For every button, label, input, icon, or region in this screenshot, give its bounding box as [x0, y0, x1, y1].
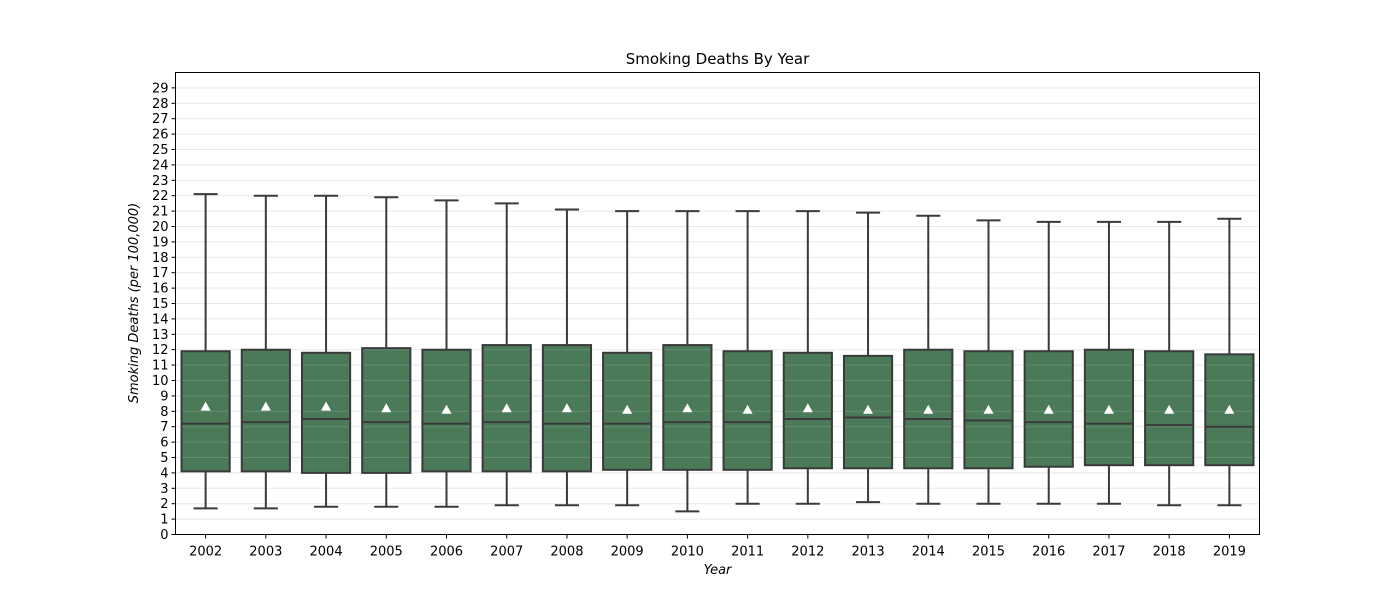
y-tick-label: 27	[152, 112, 169, 127]
y-tick-label: 11	[152, 359, 169, 374]
y-tick-label: 4	[160, 466, 168, 481]
y-tick-label: 10	[152, 374, 169, 389]
y-tick-label: 9	[160, 389, 168, 404]
y-tick-label: 23	[152, 174, 169, 189]
y-tick-label: 5	[160, 451, 168, 466]
iqr-box	[180, 350, 231, 473]
y-axis-label: Smoking Deaths (per 100,000)	[127, 203, 142, 403]
box-2004	[300, 194, 352, 508]
x-tick-label: 2013	[852, 545, 885, 560]
box-2011	[722, 210, 773, 505]
mean-marker	[1043, 404, 1054, 414]
y-tick-label: 18	[152, 251, 169, 266]
x-tick-label: 2014	[912, 545, 945, 560]
mean-marker	[1224, 404, 1235, 414]
x-tick-label: 2002	[189, 545, 222, 560]
y-tick-label: 24	[152, 158, 169, 173]
x-tick-label: 2005	[370, 545, 403, 560]
x-tick-label: 2011	[731, 545, 764, 560]
box-2005	[361, 196, 412, 508]
box-2017	[1083, 220, 1135, 505]
y-tick-label: 16	[152, 282, 169, 297]
x-tick-label: 2012	[791, 545, 824, 560]
x-tick-label: 2008	[550, 545, 583, 560]
y-axis-ticks: 0123456789101112131415161718192021222324…	[152, 81, 176, 543]
x-tick-label: 2017	[1092, 545, 1125, 560]
x-tick-label: 2006	[430, 545, 463, 560]
y-tick-label: 3	[160, 482, 168, 497]
y-tick-label: 0	[160, 528, 168, 543]
y-tick-label: 20	[152, 220, 169, 235]
mean-marker	[441, 404, 452, 414]
mean-marker	[682, 403, 693, 413]
box-2006	[421, 199, 472, 508]
y-tick-label: 15	[152, 297, 169, 312]
x-tick-label: 2003	[249, 545, 282, 560]
mean-marker	[923, 404, 934, 414]
x-tick-label: 2015	[972, 545, 1005, 560]
box-2002	[180, 193, 231, 510]
mean-marker	[561, 403, 572, 413]
x-tick-label: 2016	[1032, 545, 1065, 560]
x-tick-label: 2009	[611, 545, 644, 560]
box-2010	[662, 210, 713, 513]
y-tick-label: 26	[152, 128, 169, 143]
mean-marker	[802, 403, 813, 413]
y-tick-label: 17	[152, 266, 169, 281]
mean-marker	[260, 401, 271, 411]
mean-marker	[321, 401, 332, 411]
box-2008	[541, 208, 593, 507]
y-tick-label: 13	[152, 328, 169, 343]
x-tick-label: 2018	[1153, 545, 1186, 560]
box-2003	[240, 194, 291, 510]
x-tick-label: 2010	[671, 545, 704, 560]
y-tick-label: 25	[152, 143, 169, 158]
chart-title: Smoking Deaths By Year	[626, 50, 810, 68]
y-tick-label: 22	[152, 189, 169, 204]
y-tick-label: 14	[152, 312, 169, 327]
mean-marker	[863, 404, 874, 414]
box-2007	[481, 202, 532, 507]
box-2013	[842, 211, 894, 504]
y-tick-label: 2	[160, 497, 168, 512]
y-tick-label: 12	[152, 343, 169, 358]
iqr-box	[541, 344, 593, 473]
box-2009	[602, 210, 653, 507]
y-tick-label: 19	[152, 235, 169, 250]
mean-marker	[742, 404, 753, 414]
x-axis-label: Year	[704, 563, 733, 578]
y-tick-label: 28	[152, 97, 169, 112]
box-2019	[1204, 217, 1255, 507]
mean-marker	[200, 401, 211, 411]
box-2014	[903, 214, 954, 505]
y-tick-label: 6	[160, 436, 168, 451]
iqr-box	[300, 351, 352, 474]
y-tick-label: 8	[160, 405, 168, 420]
y-tick-label: 29	[152, 81, 169, 96]
box-2012	[782, 210, 833, 505]
box-2016	[1023, 220, 1074, 505]
box-series	[180, 193, 1255, 513]
mean-marker	[381, 403, 392, 413]
box-2018	[1144, 220, 1195, 507]
x-axis-ticks: 2002 2003 2004 2005 2006 2007 2008 2009 2010 2011…	[189, 534, 1246, 560]
iqr-box	[1144, 350, 1195, 467]
x-tick-label: 2007	[490, 545, 523, 560]
box-2015	[963, 219, 1014, 505]
x-tick-label: 2004	[310, 545, 343, 560]
mean-marker	[1103, 404, 1114, 414]
mean-marker	[622, 404, 633, 414]
y-tick-label: 1	[160, 513, 168, 528]
mean-marker	[983, 404, 994, 414]
y-tick-label: 7	[160, 420, 168, 435]
grid-lines	[175, 87, 1260, 535]
mean-marker	[501, 403, 512, 413]
x-tick-label: 2019	[1213, 545, 1246, 560]
y-tick-label: 21	[152, 205, 169, 220]
mean-marker	[1164, 404, 1175, 414]
